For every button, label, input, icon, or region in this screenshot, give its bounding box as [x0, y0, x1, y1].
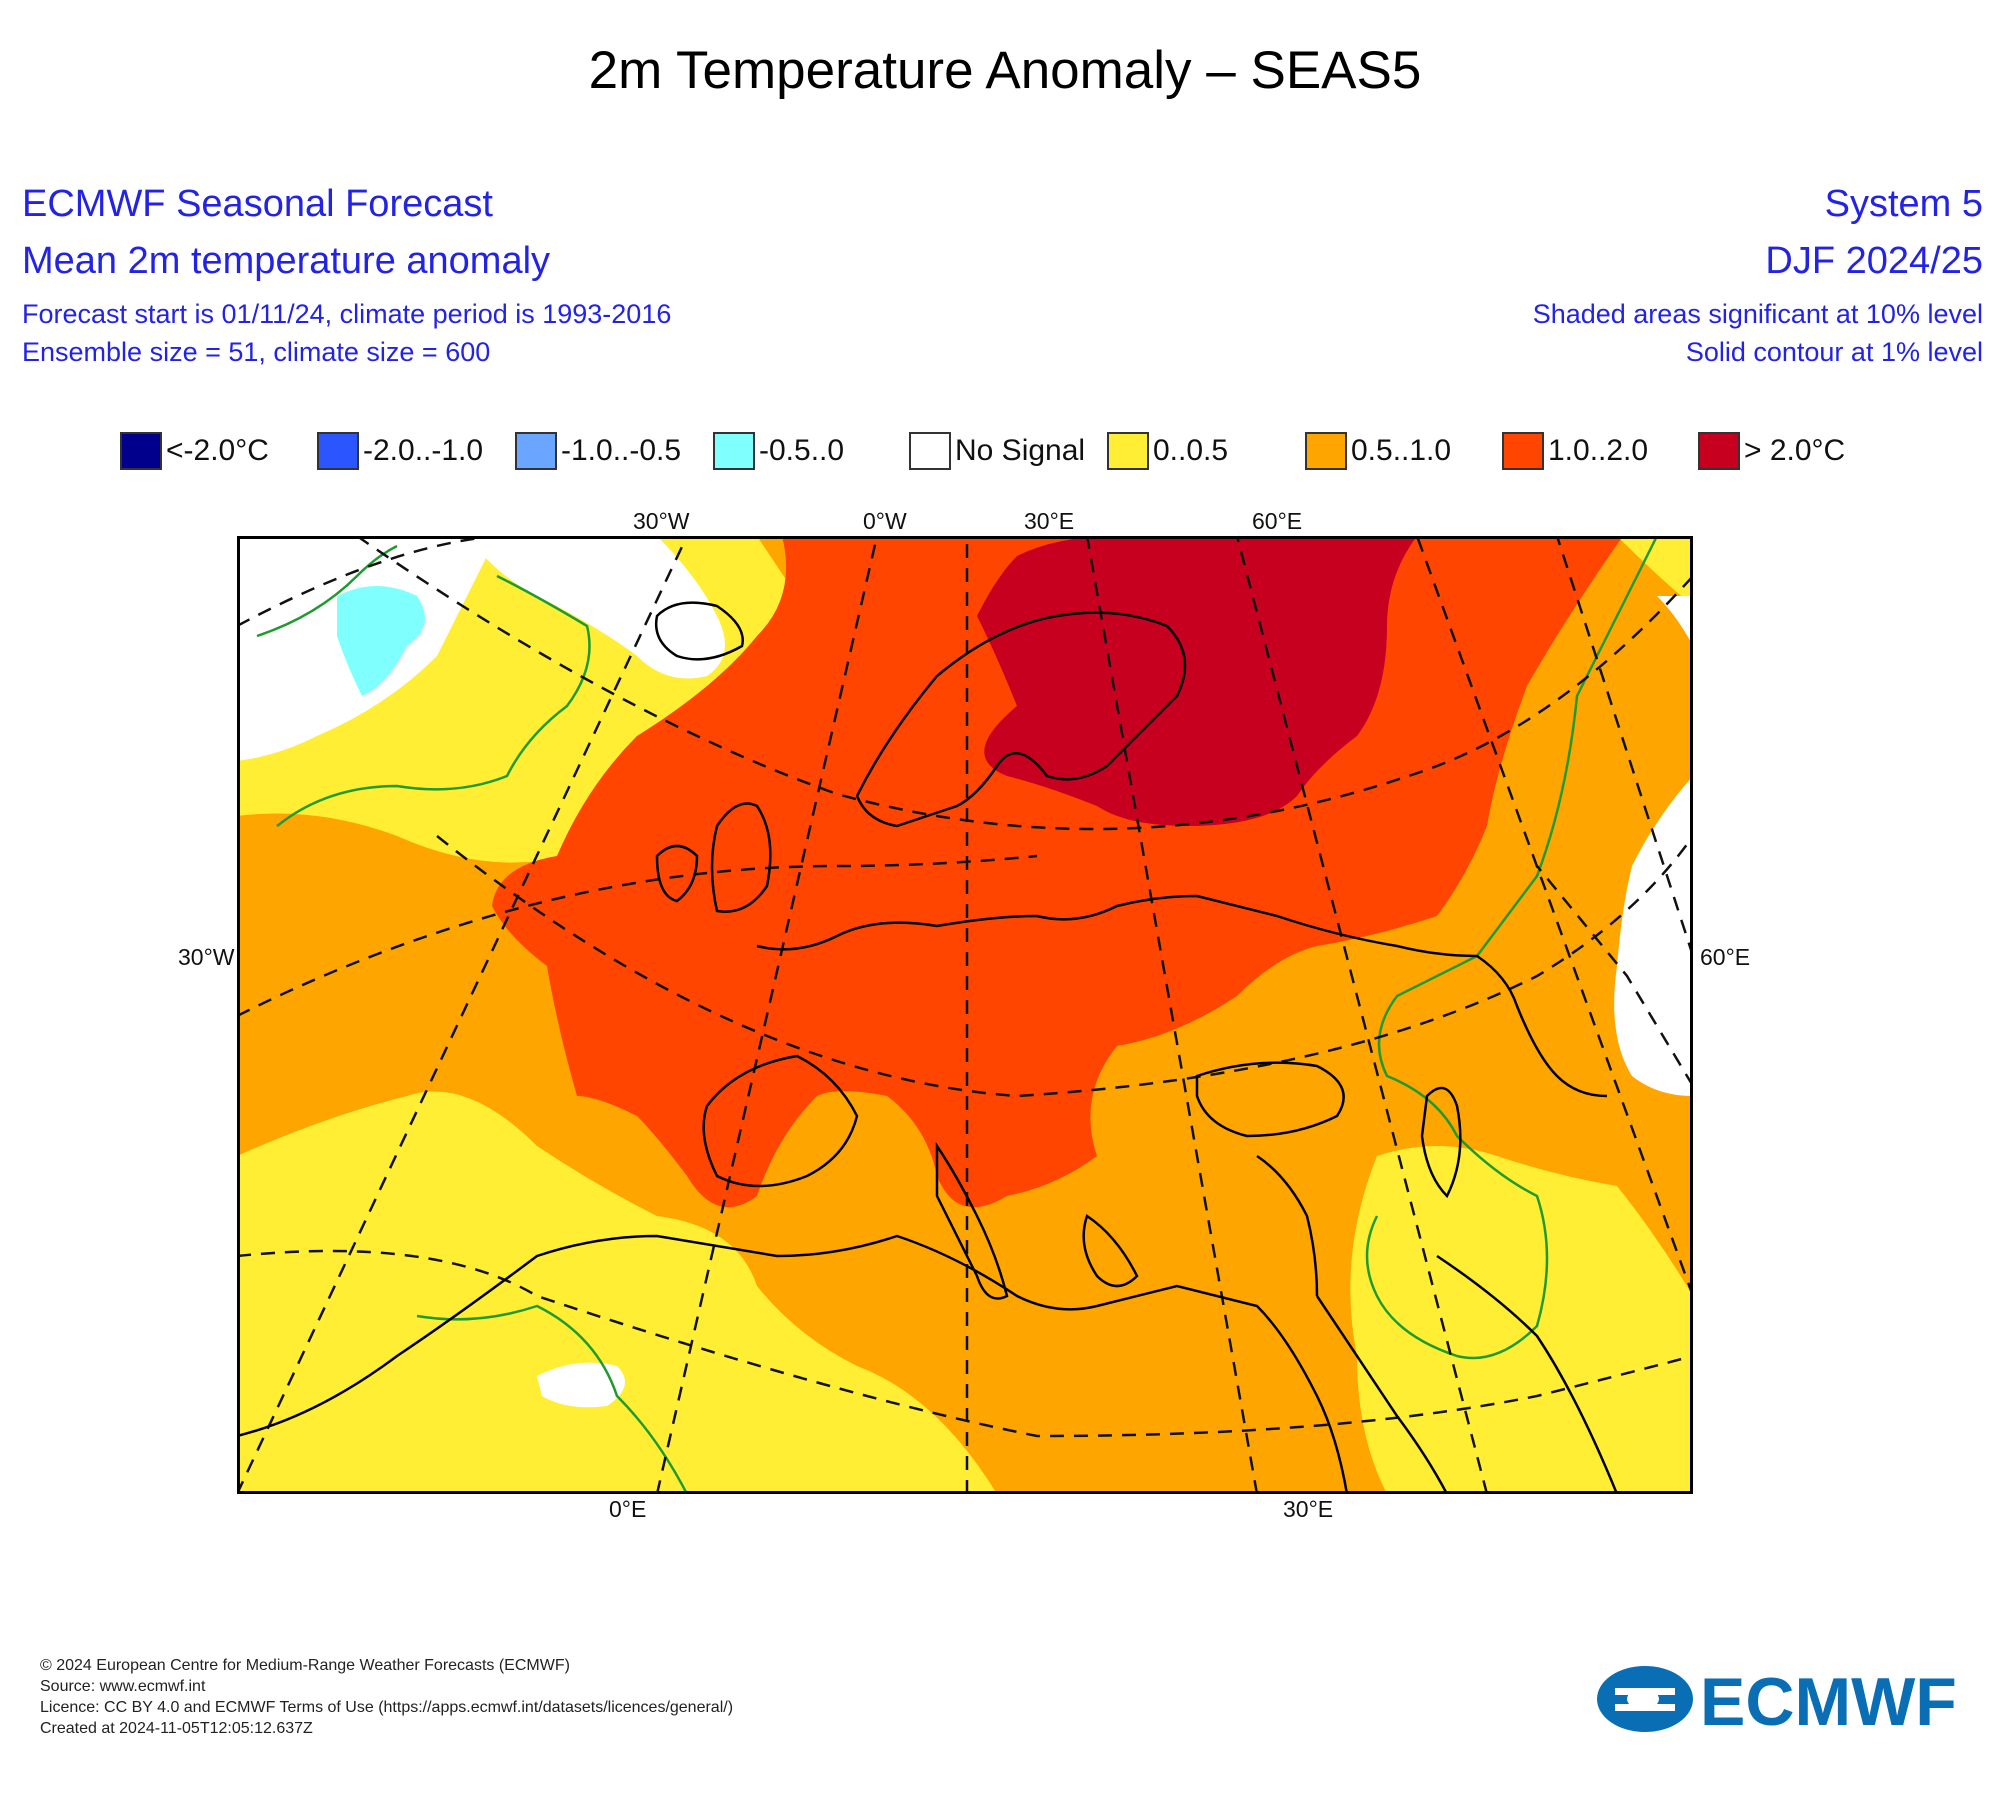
coast-north-africa	[237, 1234, 1349, 1494]
legend-label: <-2.0°C	[166, 434, 269, 467]
legend-item: No Signal	[909, 431, 1085, 471]
footer: © 2024 European Centre for Medium-Range …	[40, 1655, 733, 1739]
legend-item: 0..0.5	[1107, 431, 1228, 471]
coast-italy	[935, 1141, 1009, 1300]
legend-swatch	[909, 432, 951, 470]
legend-item: -1.0..-0.5	[515, 431, 681, 471]
coast-iberia	[702, 1054, 859, 1188]
footer-copyright: © 2024 European Centre for Medium-Range …	[40, 1657, 570, 1674]
legend-label: 0.5..1.0	[1351, 434, 1452, 467]
region-no-signal-east-top	[1657, 596, 1693, 646]
header-org-title: ECMWF Seasonal Forecast	[22, 183, 493, 225]
legend-swatch	[515, 432, 557, 470]
header-variable-title: Mean 2m temperature anomaly	[22, 240, 551, 282]
legend-label: -2.0..-1.0	[363, 434, 484, 467]
region-weak-northeast-edge	[1617, 536, 1693, 606]
anomaly-map	[237, 536, 1693, 1494]
coast-arabia	[1436, 1254, 1619, 1494]
significance-contour	[416, 1304, 689, 1494]
graticule	[237, 536, 1693, 1494]
map-tick-top: 0°W	[863, 508, 907, 534]
legend-item: 1.0..2.0	[1502, 431, 1648, 471]
legend-label: -1.0..-0.5	[561, 434, 682, 467]
map-tick-right: 60°E	[1700, 944, 1751, 970]
legend-item: -2.0..-1.0	[317, 431, 483, 471]
header-ensemble-size: Ensemble size = 51, climate size = 600	[22, 337, 491, 367]
map-tick-bottom: 30°E	[1283, 1496, 1334, 1522]
footer-source: Source: www.ecmwf.int	[40, 1678, 206, 1695]
coast-red-sea	[1315, 1295, 1449, 1494]
footer-created: Created at 2024-11-05T12:05:12.637Z	[40, 1720, 313, 1737]
map-tick-top: 60°E	[1252, 508, 1303, 534]
region-no-signal-east	[1614, 776, 1693, 1096]
legend-item: <-2.0°C	[120, 431, 269, 471]
ecmwf-logo-mark: ECMWF	[1597, 1664, 1957, 1740]
legend-swatch	[1107, 432, 1149, 470]
footer-licence: Licence: CC BY 4.0 and ECMWF Terms of Us…	[40, 1699, 734, 1716]
coast-black-sea	[1195, 1061, 1345, 1138]
coast-britain	[710, 802, 772, 913]
coast-ireland	[655, 844, 699, 903]
legend-swatch	[713, 432, 755, 470]
coast-scandinavia	[855, 611, 1187, 828]
ecmwf-logo: ECMWF	[1595, 1662, 1975, 1740]
region-weak-atlantic-south	[237, 1091, 997, 1494]
legend-item: 0.5..1.0	[1305, 431, 1451, 471]
coast-europe	[756, 894, 1608, 1098]
coast-iceland	[654, 601, 744, 661]
legend-swatch	[120, 432, 162, 470]
significance-contour	[276, 574, 591, 827]
map-tick-top: 30°E	[1024, 508, 1075, 534]
map-tick-top: 30°W	[633, 508, 690, 534]
legend-item: -0.5..0	[713, 431, 844, 471]
coast-greece	[1082, 1214, 1139, 1288]
coastlines	[237, 601, 1619, 1494]
legend-swatch	[1305, 432, 1347, 470]
header-season: DJF 2024/25	[1765, 240, 1983, 282]
region-no-signal-greenland	[467, 536, 725, 679]
header-forecast-start: Forecast start is 01/11/24, climate peri…	[22, 299, 672, 329]
region-strong-warm	[977, 536, 1417, 826]
legend-swatch	[1698, 432, 1740, 470]
header-contour-note: Solid contour at 1% level	[1685, 337, 1983, 367]
legend-item: > 2.0°C	[1698, 431, 1845, 471]
anomaly-map-svg	[237, 536, 1693, 1494]
legend-swatch	[1502, 432, 1544, 470]
legend-swatch	[317, 432, 359, 470]
page-title: 2m Temperature Anomaly – SEAS5	[588, 41, 1422, 100]
legend-label: 1.0..2.0	[1548, 434, 1649, 467]
significance-contour	[1365, 536, 1659, 1360]
legend-label: -0.5..0	[759, 434, 845, 467]
ecmwf-logo-text: ECMWF	[1700, 1664, 1957, 1737]
legend-label: No Signal	[955, 434, 1086, 467]
region-no-signal-sahara	[537, 1362, 625, 1408]
legend-label: 0..0.5	[1153, 434, 1229, 467]
legend-label: > 2.0°C	[1744, 434, 1846, 467]
map-frame	[237, 536, 1693, 1494]
header-shading-note: Shaded areas significant at 10% level	[1532, 299, 1983, 329]
header-system: System 5	[1824, 183, 1983, 225]
coast-levant	[1256, 1154, 1319, 1297]
map-tick-bottom: 0°E	[609, 1496, 647, 1522]
region-slight-cold	[337, 586, 425, 696]
coast-caspian	[1420, 1086, 1462, 1199]
map-tick-left: 30°W	[178, 944, 235, 970]
